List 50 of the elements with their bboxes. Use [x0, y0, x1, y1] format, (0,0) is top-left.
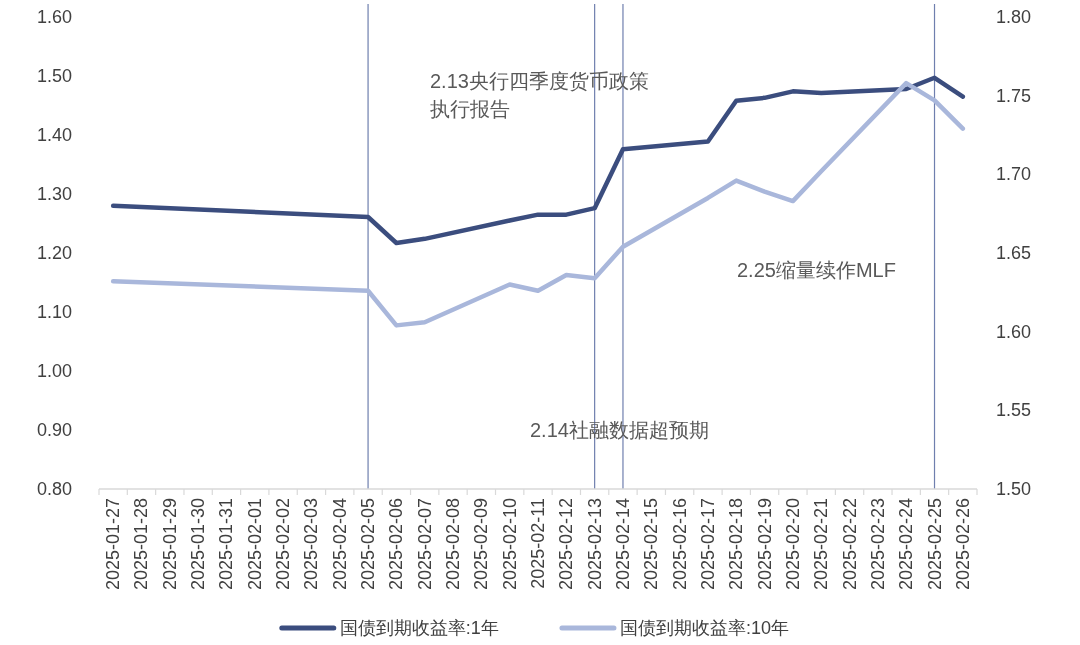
- y-tick-label: 1.20: [36, 243, 72, 263]
- y2-tick-label: 1.80: [996, 7, 1032, 27]
- y2-tick-label: 1.70: [996, 164, 1032, 185]
- x-tick-label: 2025-02-15: [641, 498, 662, 591]
- x-tick-label: 2025-02-02: [273, 498, 294, 591]
- y-tick-label: 0.80: [36, 479, 72, 499]
- legend-label: 国债到期收益率:10年: [619, 618, 789, 638]
- x-tick-label: 2025-01-31: [216, 498, 237, 591]
- legend-label: 国债到期收益率:1年: [339, 618, 499, 638]
- y2-tick-label: 1.75: [996, 85, 1032, 106]
- y-tick-label: 1.40: [36, 125, 72, 145]
- x-tick-label: 2025-02-10: [499, 498, 520, 591]
- x-tick-label: 2025-01-29: [159, 498, 180, 591]
- x-tick-label: 2025-02-09: [471, 498, 492, 591]
- x-tick-label: 2025-02-03: [301, 498, 322, 591]
- x-tick-label: 2025-02-20: [782, 498, 803, 591]
- x-tick-label: 2025-02-04: [329, 498, 350, 591]
- y-tick-label: 1.50: [36, 66, 72, 86]
- y-tick-label: 1.10: [36, 302, 72, 322]
- x-tick-label: 2025-02-13: [584, 498, 605, 591]
- y-tick-label: 1.00: [36, 361, 72, 381]
- x-tick-label: 2025-02-22: [839, 498, 860, 591]
- x-tick-label: 2025-01-27: [103, 498, 124, 591]
- x-tick-label: 2025-02-01: [244, 498, 265, 591]
- y2-tick-label: 1.55: [996, 400, 1032, 421]
- x-tick-label: 2025-02-16: [669, 498, 690, 591]
- x-tick-label: 2025-02-21: [811, 498, 832, 591]
- x-tick-label: 2025-02-18: [726, 498, 747, 591]
- x-tick-label: 2025-02-24: [896, 498, 917, 591]
- x-tick-label: 2025-02-26: [952, 498, 973, 591]
- x-tick-label: 2025-02-11: [528, 498, 548, 589]
- x-tick-label: 2025-01-30: [188, 498, 209, 591]
- y-tick-label: 1.30: [36, 184, 72, 204]
- y-tick-label: 1.60: [36, 7, 72, 27]
- y2-tick-label: 1.50: [996, 479, 1032, 499]
- x-tick-label: 2025-02-06: [386, 498, 407, 591]
- y2-tick-label: 1.65: [996, 243, 1032, 263]
- y2-tick-label: 1.60: [996, 321, 1032, 342]
- y-tick-label: 0.90: [36, 420, 72, 440]
- x-tick-label: 2025-02-05: [358, 498, 379, 591]
- x-tick-label: 2025-01-28: [131, 498, 152, 591]
- x-tick-label: 2025-02-14: [612, 498, 633, 591]
- x-tick-label: 2025-02-12: [556, 498, 577, 591]
- x-tick-label: 2025-02-19: [754, 498, 775, 591]
- x-tick-label: 2025-02-17: [697, 498, 718, 591]
- x-tick-label: 2025-02-07: [414, 498, 435, 591]
- x-tick-label: 2025-02-23: [867, 498, 888, 591]
- x-tick-label: 2025-02-25: [924, 498, 945, 591]
- annotation: 2.25缩量续作MLF: [737, 259, 896, 281]
- x-tick-label: 2025-02-08: [443, 498, 464, 591]
